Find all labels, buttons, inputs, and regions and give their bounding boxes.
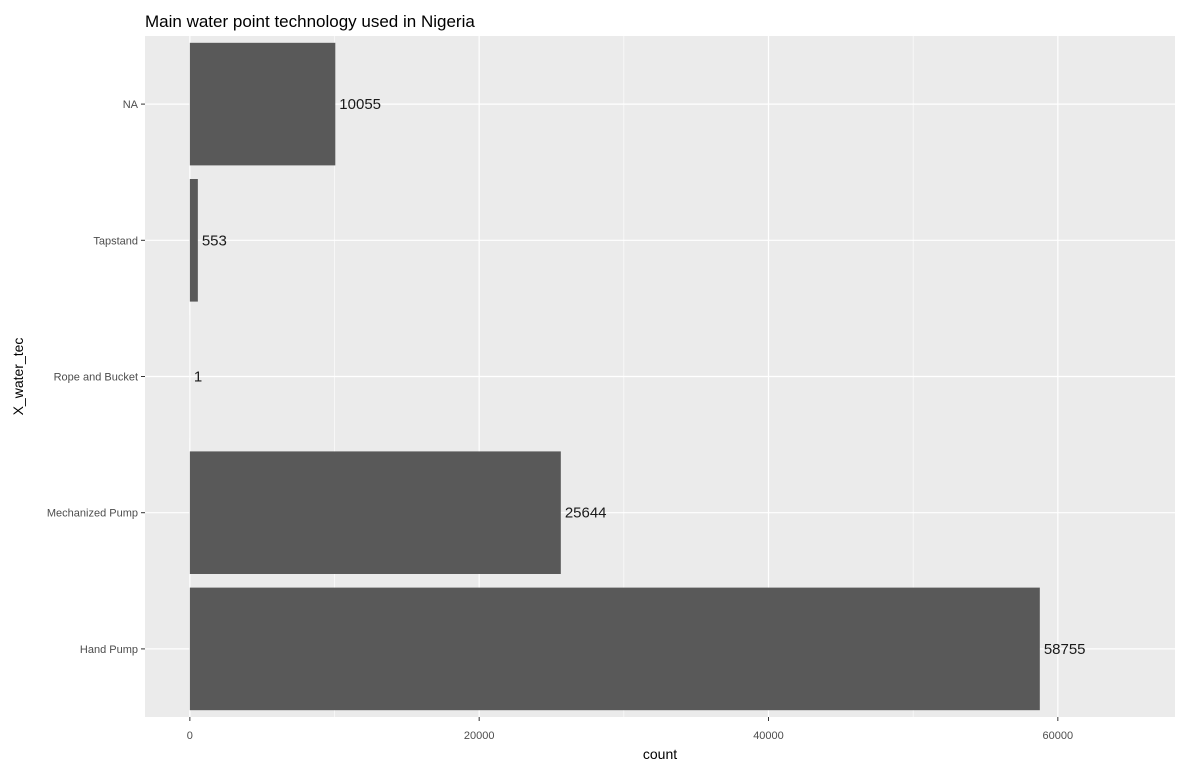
x-tick-label: 40000	[753, 730, 784, 742]
data-labels-group: 58755 25644 1 553 10055	[194, 96, 1086, 658]
x-tick-label: 60000	[1043, 730, 1074, 742]
y-tick-label: Mechanized Pump	[47, 508, 138, 520]
x-axis: 0 20000 40000 60000	[187, 717, 1073, 742]
data-label: 25644	[565, 505, 607, 522]
y-tick-label: Rope and Bucket	[54, 372, 138, 384]
data-label: 553	[202, 232, 227, 249]
x-axis-title: count	[643, 746, 677, 762]
y-tick-label: NA	[123, 99, 139, 111]
bar-hand-pump	[189, 587, 1040, 711]
bars-group	[189, 42, 1040, 711]
data-label: 10055	[339, 96, 381, 113]
bar-mechanized-pump	[189, 451, 561, 574]
x-tick-label: 20000	[464, 730, 495, 742]
chart-title: Main water point technology used in Nige…	[145, 12, 475, 31]
y-tick-label: Tapstand	[93, 235, 138, 247]
y-axis-title: X_water_tec	[10, 338, 26, 416]
bar-na	[189, 42, 336, 166]
data-label: 1	[194, 369, 202, 386]
data-label: 58755	[1044, 641, 1086, 658]
y-tick-label: Hand Pump	[80, 644, 138, 656]
bar-tapstand	[189, 179, 198, 302]
x-tick-label: 0	[187, 730, 193, 742]
y-axis: Hand Pump Mechanized Pump Rope and Bucket T…	[47, 99, 145, 656]
